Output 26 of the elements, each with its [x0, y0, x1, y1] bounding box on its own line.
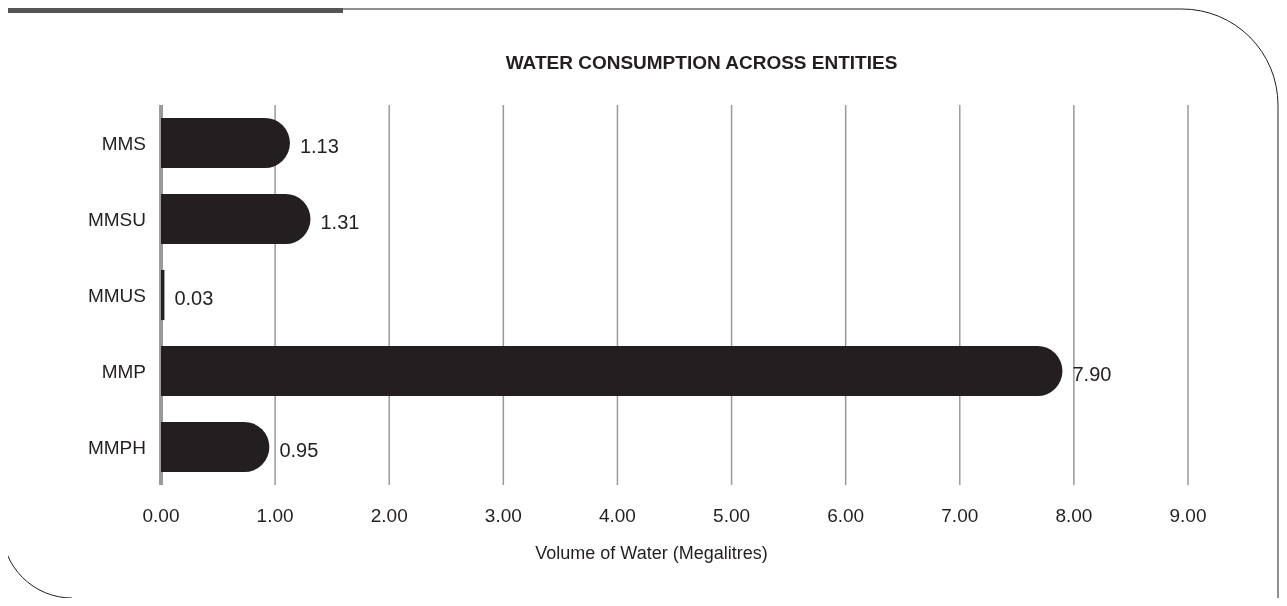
- bar: [161, 117, 290, 169]
- x-tick-label: 8.00: [1055, 505, 1093, 526]
- data-label: 0.95: [279, 439, 319, 461]
- data-label: 1.31: [320, 211, 360, 233]
- y-tick-label: MMSU: [87, 209, 146, 230]
- x-tick-label: 7.00: [941, 505, 979, 526]
- x-tick-label: 3.00: [484, 505, 522, 526]
- x-tick-label: 1.00: [256, 505, 294, 526]
- data-label: 7.90: [1072, 363, 1112, 385]
- bar: [161, 193, 311, 245]
- x-tick-label: 5.00: [713, 505, 751, 526]
- data-label: 1.13: [299, 135, 339, 157]
- y-tick-label: MMP: [101, 361, 146, 382]
- x-tick-label: 9.00: [1169, 505, 1207, 526]
- y-tick-label: MMUS: [87, 285, 146, 306]
- y-tick-label: MMPH: [87, 437, 146, 458]
- bar: [161, 421, 270, 473]
- data-label: 0.03: [174, 287, 214, 309]
- y-tick-label: MMS: [101, 133, 146, 154]
- bar: [161, 345, 1063, 397]
- x-tick-label: 6.00: [827, 505, 865, 526]
- chart-title: WATER CONSUMPTION ACROSS ENTITIES: [505, 52, 898, 73]
- x-tick-label: 2.00: [370, 505, 408, 526]
- x-axis-title: Volume of Water (Megalitres): [535, 543, 768, 563]
- x-tick-label: 4.00: [598, 505, 636, 526]
- x-tick-label: 0.00: [142, 505, 180, 526]
